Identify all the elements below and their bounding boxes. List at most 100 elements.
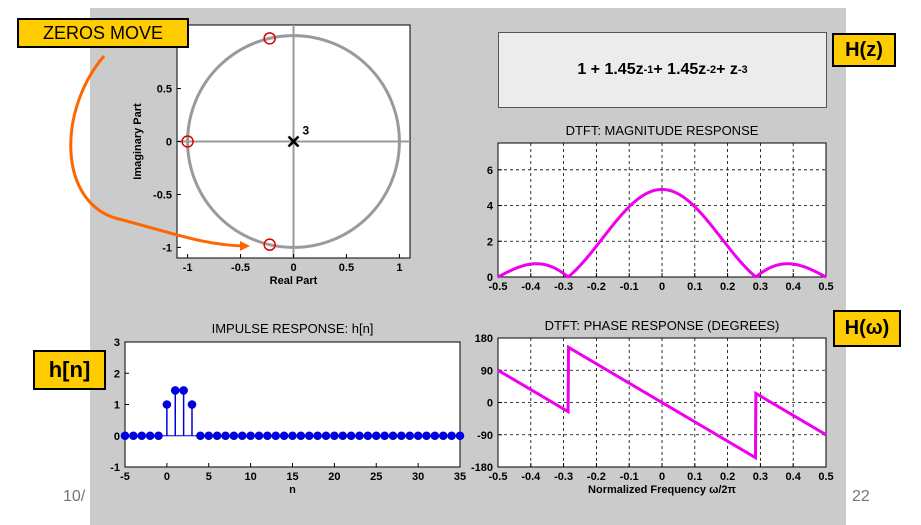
ph-y-tick-label: 0	[487, 398, 493, 410]
mag-x-tick-label: -0.4	[521, 281, 541, 293]
ph-x-tick-label: 0.2	[720, 471, 735, 483]
pz-xlabel: Real Part	[270, 275, 318, 287]
imp-stem-marker	[137, 431, 147, 441]
pz-x-tick-label: 0.5	[339, 262, 354, 274]
pz-x-tick-label: 1	[396, 262, 402, 274]
ph-title: DTFT: PHASE RESPONSE (DEGREES)	[545, 318, 780, 333]
imp-stem-marker	[212, 431, 222, 441]
ph-y-tick-label: 180	[475, 333, 493, 345]
imp-stem-marker	[154, 431, 163, 441]
formula-exp-1: -1	[643, 64, 654, 76]
imp-x-tick-label: 0	[164, 471, 170, 483]
imp-stem-marker	[120, 431, 130, 441]
mag-x-tick-label: 0.5	[818, 281, 833, 293]
magnitude-response-plot: -0.5 -0.4 -0.3 -0.2 -0.1 0 0.1 0.2 0.3 0.4 0.5 0 2 4 6…	[487, 123, 834, 293]
zeros-move-callout: ZEROS MOVE	[17, 18, 189, 48]
imp-stem-marker	[237, 431, 247, 441]
mag-y-tick-label: 0	[487, 272, 493, 284]
imp-x-tick-label: 15	[286, 471, 298, 483]
mag-x-tick-label: 0.3	[753, 281, 768, 293]
pz-zero-marker	[181, 135, 194, 148]
formula-term-3: + z	[716, 61, 738, 78]
imp-stem-marker	[447, 431, 456, 441]
hz-callout: H(z)	[832, 33, 896, 67]
imp-stem-marker	[187, 400, 197, 409]
pz-pole-marker	[287, 135, 300, 148]
pz-pole-multiplicity: 3	[303, 124, 310, 138]
imp-stem-marker	[413, 431, 423, 441]
imp-title: IMPULSE RESPONSE: h[n]	[212, 321, 374, 336]
imp-stem-marker	[430, 431, 440, 441]
imp-xlabel: n	[289, 484, 296, 496]
imp-x-tick-label: 30	[412, 471, 424, 483]
mag-y-tick-label: 4	[487, 201, 494, 213]
imp-stem-marker	[321, 431, 331, 441]
ph-y-tick-label: 90	[481, 365, 493, 377]
imp-y-tick-label: 2	[114, 368, 120, 380]
ph-x-tick-label: -0.5	[489, 471, 508, 483]
imp-stem-marker	[196, 431, 205, 441]
mag-x-tick-label: -0.2	[587, 281, 606, 293]
ph-x-tick-label: 0.1	[687, 471, 702, 483]
imp-stem-marker	[254, 431, 264, 441]
zeros-move-arrow	[69, 55, 250, 251]
imp-x-tick-label: 5	[206, 471, 212, 483]
imp-stem-marker	[380, 431, 389, 441]
imp-stem-marker	[129, 431, 138, 441]
formula-exp-2: -2	[706, 64, 717, 76]
mag-y-tick-label: 6	[487, 165, 493, 177]
imp-x-tick-label: 25	[370, 471, 382, 483]
formula-term-1: 1 + 1.45z	[577, 61, 644, 78]
imp-stem-marker	[330, 431, 339, 441]
imp-x-tick-label: -5	[120, 471, 130, 483]
mag-x-tick-label: -0.5	[489, 281, 508, 293]
mag-x-tick-label: 0.1	[687, 281, 702, 293]
hn-callout: h[n]	[33, 350, 106, 390]
ph-x-tick-label: -0.4	[521, 471, 541, 483]
pz-zero-marker	[263, 32, 276, 45]
imp-stem-marker	[271, 431, 281, 441]
pz-y-tick-label: -0.5	[153, 189, 172, 201]
ph-xlabel: Normalized Frequency ω/2π	[588, 484, 736, 496]
imp-y-tick-label: -1	[110, 462, 120, 474]
ph-x-tick-label: 0.5	[818, 471, 833, 483]
imp-x-tick-label: 10	[245, 471, 257, 483]
mag-y-tick-label: 2	[487, 236, 493, 248]
pz-zero-marker	[263, 238, 276, 251]
pz-unit-circle	[186, 34, 401, 249]
ph-x-tick-label: 0	[659, 471, 665, 483]
imp-stem-marker	[346, 431, 356, 441]
imp-stem-marker	[229, 431, 239, 441]
imp-stem-marker	[363, 431, 373, 441]
imp-y-tick-label: 0	[114, 431, 120, 443]
phase-response-plot: -0.5 -0.4 -0.3 -0.2 -0.1 0 0.1 0.2 0.3 0.4 0.5 180 9…	[471, 318, 834, 496]
imp-y-tick-label: 3	[114, 337, 120, 349]
imp-stem-marker	[355, 431, 364, 441]
hw-callout: H(ω)	[833, 310, 901, 347]
impulse-response-plot: -5 0 5 10 15 20 25 30 35 -1 0 1 2 3 IMPULSE RESPONSE: …	[110, 321, 466, 496]
pz-ylabel: Imaginary Part	[132, 103, 144, 180]
imp-stem-marker	[179, 386, 188, 395]
imp-axes-frame	[124, 341, 461, 468]
imp-stem-marker	[397, 431, 406, 441]
mag-x-tick-label: 0.4	[786, 281, 802, 293]
imp-stem-marker	[221, 431, 230, 441]
pz-x-tick-label: -1	[183, 262, 193, 274]
ph-x-tick-label: -0.2	[587, 471, 606, 483]
ph-series-line	[497, 344, 827, 461]
imp-stem-marker	[288, 431, 297, 441]
imp-stem-marker	[371, 431, 381, 441]
footer-date: 10/	[63, 488, 86, 505]
pz-y-tick-label: 0.5	[157, 84, 172, 96]
formula-term-2: + 1.45z	[653, 61, 707, 78]
imp-stem-marker	[162, 400, 172, 409]
imp-stem-marker	[438, 431, 448, 441]
imp-stem-marker	[246, 431, 255, 441]
imp-stem-marker	[405, 431, 415, 441]
imp-x-tick-label: 20	[328, 471, 340, 483]
mag-x-tick-label: 0.2	[720, 281, 735, 293]
imp-stem-marker	[313, 431, 322, 441]
imp-stem-marker	[422, 431, 431, 441]
ph-y-tick-label: -180	[471, 462, 493, 474]
imp-stem-marker	[279, 431, 289, 441]
